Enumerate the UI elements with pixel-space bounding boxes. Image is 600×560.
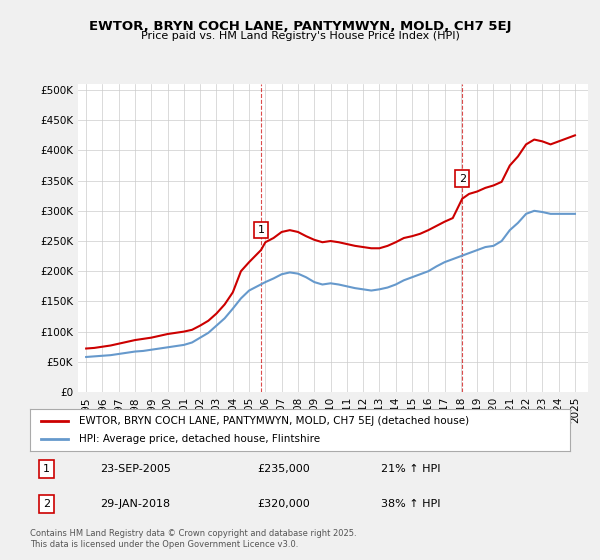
Text: 2: 2 — [43, 499, 50, 509]
Text: EWTOR, BRYN COCH LANE, PANTYMWYN, MOLD, CH7 5EJ (detached house): EWTOR, BRYN COCH LANE, PANTYMWYN, MOLD, … — [79, 416, 469, 426]
Text: HPI: Average price, detached house, Flintshire: HPI: Average price, detached house, Flin… — [79, 434, 320, 444]
Text: 1: 1 — [43, 464, 50, 474]
Text: £320,000: £320,000 — [257, 499, 310, 509]
Text: Contains HM Land Registry data © Crown copyright and database right 2025.
This d: Contains HM Land Registry data © Crown c… — [30, 529, 356, 549]
Text: 29-JAN-2018: 29-JAN-2018 — [100, 499, 170, 509]
Text: £235,000: £235,000 — [257, 464, 310, 474]
Text: 21% ↑ HPI: 21% ↑ HPI — [381, 464, 440, 474]
Text: 1: 1 — [257, 225, 265, 235]
Text: 2: 2 — [458, 174, 466, 184]
Text: 23-SEP-2005: 23-SEP-2005 — [100, 464, 171, 474]
Text: Price paid vs. HM Land Registry's House Price Index (HPI): Price paid vs. HM Land Registry's House … — [140, 31, 460, 41]
Text: EWTOR, BRYN COCH LANE, PANTYMWYN, MOLD, CH7 5EJ: EWTOR, BRYN COCH LANE, PANTYMWYN, MOLD, … — [89, 20, 511, 32]
Text: 38% ↑ HPI: 38% ↑ HPI — [381, 499, 440, 509]
